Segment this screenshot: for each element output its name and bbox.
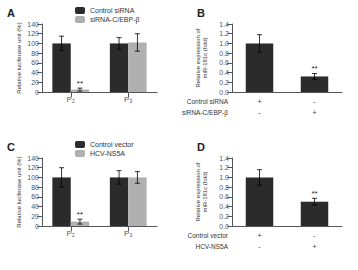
svg-text:0.8: 0.8 — [219, 184, 229, 191]
svg-text:miR-181c (fold): miR-181c (fold) — [202, 37, 208, 78]
svg-text:1.4: 1.4 — [219, 21, 229, 28]
svg-text:0.0: 0.0 — [219, 223, 229, 230]
svg-text:Control vector: Control vector — [188, 232, 229, 239]
svg-text:140: 140 — [27, 21, 39, 28]
svg-text:1.2: 1.2 — [219, 164, 229, 171]
svg-text:miR-181c (fold): miR-181c (fold) — [202, 171, 208, 212]
svg-text:0.4: 0.4 — [219, 203, 229, 210]
svg-text:40: 40 — [31, 69, 39, 76]
svg-text:60: 60 — [31, 193, 39, 200]
svg-text:Control siRNA: Control siRNA — [187, 98, 229, 105]
svg-text:+: + — [312, 109, 316, 116]
svg-text:Control vector: Control vector — [90, 141, 134, 148]
svg-text:P₃: P₃ — [124, 95, 133, 104]
svg-text:+: + — [257, 98, 261, 105]
svg-text:Relative expression of: Relative expression of — [195, 162, 201, 221]
svg-text:80: 80 — [31, 50, 39, 57]
svg-text:0.8: 0.8 — [219, 50, 229, 57]
svg-text:100: 100 — [27, 40, 39, 47]
svg-text:**: ** — [311, 64, 317, 73]
svg-text:0.2: 0.2 — [219, 213, 229, 220]
svg-text:20: 20 — [31, 79, 39, 86]
svg-text:0: 0 — [35, 223, 39, 230]
svg-text:1.2: 1.2 — [219, 30, 229, 37]
svg-text:-: - — [313, 98, 316, 105]
svg-text:C: C — [7, 141, 15, 153]
svg-text:siRNA-C/EBP-β: siRNA-C/EBP-β — [182, 109, 228, 117]
svg-text:B: B — [197, 7, 205, 19]
svg-text:60: 60 — [31, 59, 39, 66]
svg-text:0.6: 0.6 — [219, 59, 229, 66]
svg-text:100: 100 — [27, 174, 39, 181]
svg-text:-: - — [258, 109, 261, 116]
svg-text:**: ** — [77, 79, 83, 88]
svg-text:1.0: 1.0 — [219, 174, 229, 181]
svg-text:0.6: 0.6 — [219, 193, 229, 200]
svg-text:20: 20 — [31, 213, 39, 220]
svg-text:siRNA-C/EBP-β: siRNA-C/EBP-β — [90, 16, 140, 24]
svg-text:40: 40 — [31, 203, 39, 210]
svg-text:140: 140 — [27, 155, 39, 162]
svg-text:+: + — [312, 243, 316, 250]
svg-text:A: A — [7, 7, 15, 19]
svg-text:0.4: 0.4 — [219, 69, 229, 76]
svg-text:-: - — [258, 243, 261, 250]
svg-text:Relative expression of: Relative expression of — [195, 28, 201, 87]
svg-text:0: 0 — [35, 89, 39, 96]
svg-text:120: 120 — [27, 164, 39, 171]
svg-text:1.0: 1.0 — [219, 40, 229, 47]
svg-text:120: 120 — [27, 30, 39, 37]
svg-text:+: + — [257, 232, 261, 239]
svg-text:**: ** — [77, 210, 83, 219]
svg-text:Relative luciferase unit (%): Relative luciferase unit (%) — [16, 22, 22, 93]
svg-text:P₂: P₂ — [67, 95, 75, 104]
svg-text:P₂: P₂ — [67, 229, 75, 238]
svg-text:HCV-NS5A: HCV-NS5A — [90, 150, 125, 157]
svg-text:D: D — [197, 141, 205, 153]
svg-text:80: 80 — [31, 184, 39, 191]
svg-text:0.0: 0.0 — [219, 89, 229, 96]
svg-text:0.2: 0.2 — [219, 79, 229, 86]
svg-text:HCV-NS5A: HCV-NS5A — [195, 243, 228, 250]
svg-text:1.4: 1.4 — [219, 155, 229, 162]
svg-text:**: ** — [311, 189, 317, 198]
svg-text:Control siRNA: Control siRNA — [90, 7, 135, 14]
svg-text:-: - — [313, 232, 316, 239]
svg-text:Relative luciferase unit (%): Relative luciferase unit (%) — [16, 156, 22, 227]
svg-text:P₃: P₃ — [124, 229, 133, 238]
